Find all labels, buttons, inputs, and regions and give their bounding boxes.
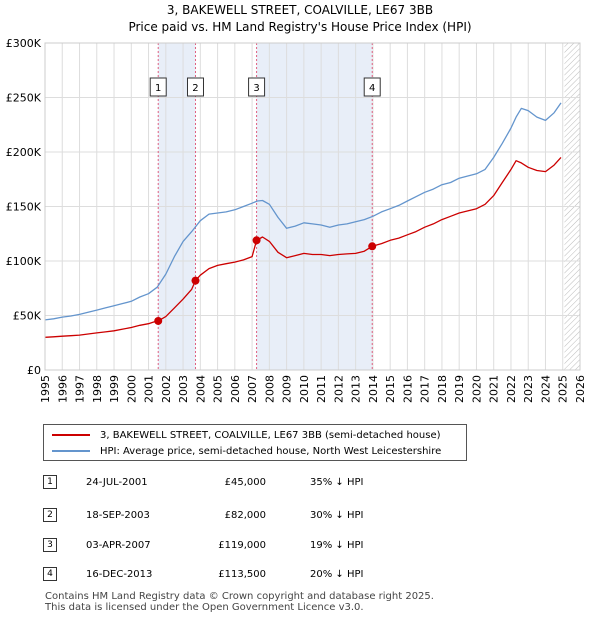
y-tick-label: £50K [13, 310, 42, 323]
sale-marker-label: 1 [155, 83, 161, 94]
sale-price: £113,500 [218, 569, 266, 580]
legend-label-property: 3, BAKEWELL STREET, COALVILLE, LE67 3BB … [100, 430, 441, 441]
sale-row: 4 16-DEC-2013 £113,500 20% ↓ HPI [0, 567, 600, 587]
sale-marker-box [186, 77, 204, 97]
sale-price: £45,000 [224, 477, 266, 488]
sale-point [154, 316, 163, 325]
sale-marker-box [363, 77, 381, 97]
x-tick-label: 2002 [160, 375, 173, 403]
sale-marker-label: 3 [253, 83, 259, 94]
price-chart: £0 £50K £100K £150K £200K £250K £300K 1995 1996 1… [6, 37, 587, 403]
legend-item-property: 3, BAKEWELL STREET, COALVILLE, LE67 3BB … [52, 430, 441, 441]
sale-number: 2 [43, 508, 57, 522]
sale-hpi-diff: 19% ↓ HPI [310, 540, 364, 551]
sale-hpi-diff: 30% ↓ HPI [310, 510, 364, 521]
x-tick-label: 2006 [229, 375, 242, 403]
sale-hpi-diff: 35% ↓ HPI [310, 477, 364, 488]
legend-swatch-property [52, 434, 90, 436]
x-tick-label: 2017 [419, 375, 432, 403]
x-tick-label: 2013 [350, 375, 363, 403]
sale-point [191, 276, 200, 285]
x-tick-label: 2022 [505, 375, 518, 403]
x-tick-label: 2011 [315, 375, 328, 403]
x-tick-label: 2024 [539, 375, 552, 403]
x-tick-label: 2018 [436, 375, 449, 403]
x-tick-label: 2023 [522, 375, 535, 403]
legend: 3, BAKEWELL STREET, COALVILLE, LE67 3BB … [43, 424, 467, 461]
x-tick-label: 1995 [39, 375, 52, 403]
x-tick-label: 2001 [143, 375, 156, 403]
sale-row: 1 24-JUL-2001 £45,000 35% ↓ HPI [0, 475, 600, 495]
x-tick-label: 2014 [367, 375, 380, 403]
y-tick-label: £250K [6, 92, 42, 105]
hpi-series-line [44, 102, 562, 321]
plot-border [44, 42, 581, 371]
chart-subtitle: Price paid vs. HM Land Registry's House … [128, 20, 472, 34]
x-tick-label: 2026 [574, 375, 587, 403]
sale-marker-box [149, 77, 167, 97]
x-tick-label: 2003 [177, 375, 190, 403]
y-tick-label: £150K [6, 201, 42, 214]
x-tick-label: 2016 [401, 375, 414, 403]
footer-copyright: Contains HM Land Registry data © Crown c… [45, 591, 434, 602]
chart-title: 3, BAKEWELL STREET, COALVILLE, LE67 3BB [166, 3, 434, 17]
sale-row: 2 18-SEP-2003 £82,000 30% ↓ HPI [0, 508, 600, 528]
sale-date: 24-JUL-2001 [86, 477, 148, 488]
x-tick-label: 2005 [212, 375, 225, 403]
sale-marker-label: 2 [192, 83, 198, 94]
x-tick-label: 2012 [332, 375, 345, 403]
x-tick-label: 1996 [56, 375, 69, 403]
x-tick-label: 2021 [488, 375, 501, 403]
sale-number: 3 [43, 538, 57, 552]
x-tick-label: 2019 [453, 375, 466, 403]
x-tick-label: 1998 [91, 375, 104, 403]
legend-item-hpi: HPI: Average price, semi-detached house,… [52, 446, 441, 457]
x-tick-label: 2007 [246, 375, 259, 403]
sale-number: 4 [43, 567, 57, 581]
x-tick-label: 2009 [281, 375, 294, 403]
legend-swatch-hpi [52, 450, 90, 452]
y-tick-label: £0 [27, 364, 41, 377]
sale-point [368, 242, 377, 251]
sale-date: 18-SEP-2003 [86, 510, 150, 521]
legend-label-hpi: HPI: Average price, semi-detached house,… [100, 446, 442, 457]
x-tick-label: 2025 [557, 375, 570, 403]
sale-price: £119,000 [218, 540, 266, 551]
sale-number: 1 [43, 475, 57, 489]
y-tick-label: £300K [6, 37, 42, 50]
sale-date: 03-APR-2007 [86, 540, 151, 551]
x-tick-label: 2000 [125, 375, 138, 403]
sale-marker-label: 4 [369, 83, 375, 94]
sale-point [252, 236, 261, 245]
sale-date: 16-DEC-2013 [86, 569, 153, 580]
sale-row: 3 03-APR-2007 £119,000 19% ↓ HPI [0, 538, 600, 558]
footer-licence: This data is licensed under the Open Gov… [45, 602, 364, 613]
y-tick-label: £200K [6, 146, 42, 159]
x-tick-label: 2015 [384, 375, 397, 403]
sale-price: £82,000 [224, 510, 266, 521]
x-tick-label: 1999 [108, 375, 121, 403]
sale-hpi-diff: 20% ↓ HPI [310, 569, 364, 580]
property-series-line [44, 156, 562, 338]
x-tick-label: 2020 [470, 375, 483, 403]
x-tick-label: 2004 [194, 375, 207, 403]
x-tick-label: 1997 [74, 375, 87, 403]
sale-marker-box [248, 77, 266, 97]
x-tick-label: 2008 [263, 375, 276, 403]
x-tick-label: 2010 [298, 375, 311, 403]
y-tick-label: £100K [6, 255, 42, 268]
